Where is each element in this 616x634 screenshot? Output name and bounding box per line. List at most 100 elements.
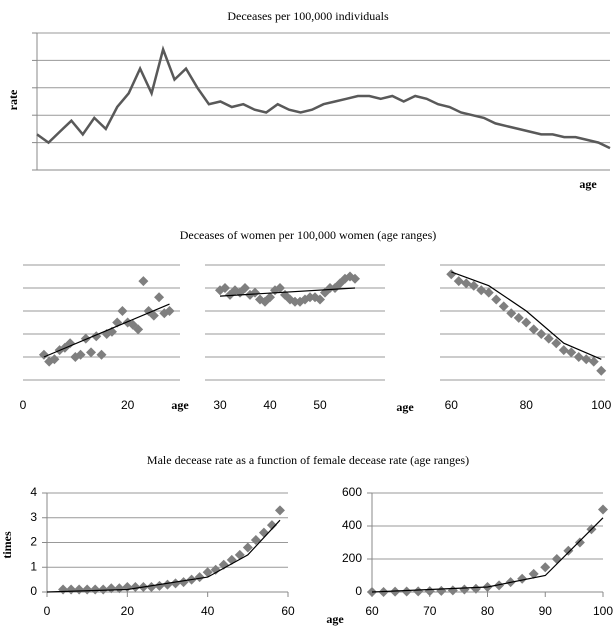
- x-tick-label: 0: [20, 398, 27, 412]
- x-tick-label: 100: [593, 604, 613, 618]
- data-point: [436, 585, 447, 596]
- data-point: [491, 294, 502, 305]
- data-point: [220, 283, 230, 293]
- data-point: [558, 345, 569, 356]
- data-point: [250, 287, 260, 298]
- data-point: [476, 285, 487, 296]
- data-point: [250, 535, 261, 546]
- y-tick-label: 4: [30, 485, 37, 499]
- y-tick-label: 600: [342, 485, 362, 499]
- data-point: [543, 333, 554, 344]
- y-tick-label: 0: [30, 584, 37, 598]
- x-tick-label: 40: [201, 604, 215, 618]
- data-point: [566, 347, 577, 358]
- data-point: [483, 287, 494, 298]
- data-line: [36, 45, 611, 150]
- data-point: [117, 306, 128, 316]
- data-point: [178, 577, 189, 588]
- data-point: [446, 269, 457, 280]
- chart-title: Deceases of women per 100,000 women (age…: [180, 228, 437, 242]
- data-point: [146, 582, 157, 593]
- y-tick-label: 400: [342, 518, 362, 532]
- x-tick-label: 60: [281, 604, 295, 618]
- data-point: [38, 349, 49, 360]
- y-tick-label: 0: [355, 584, 362, 598]
- x-tick-label: 50: [313, 398, 327, 412]
- data-point: [517, 573, 528, 584]
- data-point: [210, 564, 221, 575]
- x-axis-label: age: [396, 400, 414, 414]
- data-point: [581, 354, 592, 365]
- data-point: [194, 572, 205, 583]
- data-point: [551, 338, 562, 349]
- data-point: [447, 585, 458, 596]
- data-point: [461, 278, 472, 289]
- data-point: [74, 584, 85, 595]
- x-tick-label: 80: [520, 398, 534, 412]
- data-point: [350, 273, 360, 284]
- x-tick-label: 0: [44, 604, 51, 618]
- data-point: [114, 583, 125, 594]
- data-point: [390, 586, 401, 597]
- data-point: [96, 349, 107, 360]
- data-point: [528, 324, 539, 335]
- data-point: [202, 567, 213, 578]
- data-point: [574, 537, 585, 548]
- data-point: [573, 352, 584, 362]
- x-tick-label: 30: [213, 398, 227, 412]
- x-tick-label: 60: [445, 398, 459, 412]
- trend-line: [43, 303, 170, 358]
- x-axis-label: age: [326, 612, 344, 626]
- x-axis-label: age: [171, 398, 189, 412]
- x-tick-label: 60: [365, 604, 379, 618]
- data-point: [494, 580, 505, 591]
- data-point: [164, 306, 175, 316]
- x-tick-label: 20: [121, 398, 135, 412]
- data-point: [240, 283, 250, 293]
- data-point: [234, 549, 245, 560]
- data-point: [275, 283, 285, 293]
- y-tick-label: 2: [30, 535, 37, 549]
- x-axis-label: age: [579, 177, 597, 191]
- x-tick-label: 90: [539, 604, 553, 618]
- data-point: [498, 301, 509, 312]
- data-point: [536, 329, 547, 339]
- data-point: [66, 584, 77, 595]
- data-point: [242, 542, 253, 553]
- y-tick-label: 1: [30, 559, 37, 573]
- x-tick-label: 100: [591, 398, 611, 412]
- data-point: [540, 562, 551, 573]
- data-point: [148, 310, 159, 321]
- data-point: [258, 527, 269, 538]
- data-point: [598, 504, 608, 515]
- data-point: [506, 308, 517, 319]
- data-point: [154, 580, 165, 591]
- data-point: [170, 578, 181, 589]
- data-point: [133, 324, 144, 335]
- data-point: [49, 354, 60, 365]
- data-point: [315, 294, 325, 305]
- data-point: [528, 568, 539, 579]
- data-point: [80, 333, 91, 344]
- data-point: [563, 545, 574, 556]
- data-point: [521, 317, 532, 328]
- data-point: [82, 584, 93, 595]
- data-point: [468, 280, 479, 291]
- x-tick-label: 70: [423, 604, 437, 618]
- data-point: [470, 583, 481, 594]
- y-tick-label: 200: [342, 551, 362, 565]
- data-point: [265, 292, 275, 303]
- data-point: [98, 584, 109, 595]
- trend-line: [371, 517, 604, 593]
- data-point: [65, 338, 76, 349]
- data-point: [130, 582, 141, 593]
- data-point: [266, 520, 277, 531]
- trend-line: [451, 271, 602, 360]
- data-point: [90, 584, 101, 595]
- y-tick-label: 3: [30, 510, 37, 524]
- data-point: [424, 586, 435, 597]
- data-point: [453, 276, 464, 287]
- x-tick-label: 40: [263, 398, 277, 412]
